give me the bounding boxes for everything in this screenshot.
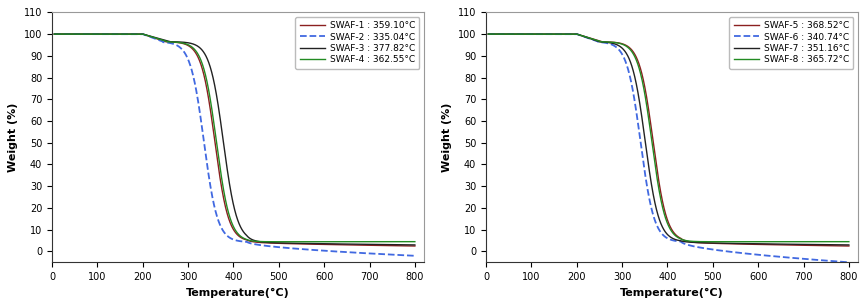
SWAF-6 : 340.74°C: (784, -4.76): 340.74°C: (784, -4.76)	[837, 260, 847, 264]
Line: SWAF-3 : 377.82°C: SWAF-3 : 377.82°C	[55, 34, 415, 245]
SWAF-2 : 335.04°C: (800, -2): 335.04°C: (800, -2)	[410, 254, 420, 258]
SWAF-4 : 362.55°C: (310, 93.8): 362.55°C: (310, 93.8)	[187, 46, 198, 49]
SWAF-1 : 359.10°C: (699, 2.84): 359.10°C: (699, 2.84)	[364, 244, 374, 247]
SWAF-7 : 351.16°C: (699, 3.24): 351.16°C: (699, 3.24)	[798, 243, 808, 246]
Legend: SWAF-1 : 359.10°C, SWAF-2 : 335.04°C, SWAF-3 : 377.82°C, SWAF-4 : 362.55°C: SWAF-1 : 359.10°C, SWAF-2 : 335.04°C, SW…	[295, 17, 419, 69]
SWAF-1 : 359.10°C: (95.7, 100): 359.10°C: (95.7, 100)	[90, 32, 101, 36]
SWAF-8 : 365.72°C: (5, 100): 365.72°C: (5, 100)	[483, 32, 494, 36]
SWAF-8 : 365.72°C: (518, 4.47): 365.72°C: (518, 4.47)	[716, 240, 727, 244]
SWAF-4 : 362.55°C: (785, 4.5): 362.55°C: (785, 4.5)	[403, 240, 413, 244]
SWAF-2 : 335.04°C: (310, 82): 335.04°C: (310, 82)	[187, 71, 198, 75]
SWAF-2 : 335.04°C: (143, 100): 335.04°C: (143, 100)	[112, 32, 122, 36]
Line: SWAF-2 : 335.04°C: SWAF-2 : 335.04°C	[55, 34, 415, 256]
Line: SWAF-7 : 351.16°C: SWAF-7 : 351.16°C	[489, 34, 849, 245]
SWAF-3 : 377.82°C: (699, 3.26): 377.82°C: (699, 3.26)	[364, 243, 374, 246]
Y-axis label: Weight (%): Weight (%)	[443, 103, 452, 172]
SWAF-6 : 340.74°C: (310, 86.1): 340.74°C: (310, 86.1)	[621, 62, 632, 66]
SWAF-3 : 377.82°C: (344, 87.6): 377.82°C: (344, 87.6)	[203, 59, 214, 63]
SWAF-6 : 340.74°C: (143, 100): 340.74°C: (143, 100)	[546, 32, 556, 36]
SWAF-4 : 362.55°C: (800, 4.5): 362.55°C: (800, 4.5)	[410, 240, 420, 244]
SWAF-8 : 365.72°C: (699, 4.49): 365.72°C: (699, 4.49)	[798, 240, 808, 244]
SWAF-5 : 368.52°C: (310, 94.7): 368.52°C: (310, 94.7)	[621, 44, 632, 47]
Y-axis label: Weight (%): Weight (%)	[9, 103, 18, 172]
SWAF-4 : 362.55°C: (510, 4.46): 362.55°C: (510, 4.46)	[278, 240, 288, 244]
SWAF-4 : 362.55°C: (143, 100): 362.55°C: (143, 100)	[112, 32, 122, 36]
SWAF-4 : 362.55°C: (699, 4.49): 362.55°C: (699, 4.49)	[364, 240, 374, 244]
SWAF-3 : 377.82°C: (310, 95.5): 377.82°C: (310, 95.5)	[187, 42, 198, 46]
SWAF-5 : 368.52°C: (344, 81.2): 368.52°C: (344, 81.2)	[637, 73, 648, 77]
SWAF-8 : 365.72°C: (785, 4.5): 365.72°C: (785, 4.5)	[837, 240, 847, 244]
SWAF-5 : 368.52°C: (5, 100): 368.52°C: (5, 100)	[483, 32, 494, 36]
Line: SWAF-4 : 362.55°C: SWAF-4 : 362.55°C	[55, 34, 415, 242]
SWAF-7 : 351.16°C: (310, 91): 351.16°C: (310, 91)	[621, 52, 632, 55]
SWAF-1 : 359.10°C: (344, 71.5): 359.10°C: (344, 71.5)	[203, 94, 214, 98]
SWAF-1 : 359.10°C: (5, 100): 359.10°C: (5, 100)	[49, 32, 60, 36]
SWAF-6 : 340.74°C: (5, 100): 340.74°C: (5, 100)	[483, 32, 494, 36]
Line: SWAF-6 : 340.74°C: SWAF-6 : 340.74°C	[489, 34, 849, 262]
SWAF-7 : 351.16°C: (143, 100): 351.16°C: (143, 100)	[546, 32, 556, 36]
SWAF-3 : 377.82°C: (143, 100): 377.82°C: (143, 100)	[112, 32, 122, 36]
SWAF-6 : 340.74°C: (344, 44.9): 340.74°C: (344, 44.9)	[637, 152, 648, 155]
Line: SWAF-5 : 368.52°C: SWAF-5 : 368.52°C	[489, 34, 849, 246]
SWAF-4 : 362.55°C: (95.7, 100): 362.55°C: (95.7, 100)	[90, 32, 101, 36]
SWAF-5 : 368.52°C: (784, 2.55): 368.52°C: (784, 2.55)	[837, 244, 847, 248]
SWAF-2 : 335.04°C: (95.7, 100): 335.04°C: (95.7, 100)	[90, 32, 101, 36]
SWAF-2 : 335.04°C: (784, -1.84): 335.04°C: (784, -1.84)	[403, 254, 413, 257]
SWAF-6 : 340.74°C: (95.7, 100): 340.74°C: (95.7, 100)	[524, 32, 535, 36]
SWAF-3 : 377.82°C: (784, 3.04): 377.82°C: (784, 3.04)	[403, 243, 413, 247]
SWAF-5 : 368.52°C: (800, 2.5): 368.52°C: (800, 2.5)	[844, 244, 854, 248]
SWAF-7 : 351.16°C: (800, 3): 351.16°C: (800, 3)	[844, 243, 854, 247]
SWAF-2 : 335.04°C: (344, 36.6): 335.04°C: (344, 36.6)	[203, 170, 214, 174]
SWAF-1 : 359.10°C: (784, 2.55): 359.10°C: (784, 2.55)	[403, 244, 413, 248]
SWAF-6 : 340.74°C: (699, -3.37): 340.74°C: (699, -3.37)	[798, 257, 808, 261]
SWAF-4 : 362.55°C: (5, 100): 362.55°C: (5, 100)	[49, 32, 60, 36]
X-axis label: Temperature(°C): Temperature(°C)	[620, 288, 724, 298]
SWAF-1 : 359.10°C: (143, 100): 359.10°C: (143, 100)	[112, 32, 122, 36]
SWAF-8 : 365.72°C: (95.7, 100): 365.72°C: (95.7, 100)	[524, 32, 535, 36]
SWAF-3 : 377.82°C: (800, 3): 377.82°C: (800, 3)	[410, 243, 420, 247]
SWAF-2 : 335.04°C: (5, 100): 335.04°C: (5, 100)	[49, 32, 60, 36]
SWAF-1 : 359.10°C: (310, 93.2): 359.10°C: (310, 93.2)	[187, 47, 198, 51]
SWAF-3 : 377.82°C: (5, 100): 377.82°C: (5, 100)	[49, 32, 60, 36]
SWAF-8 : 365.72°C: (800, 4.5): 365.72°C: (800, 4.5)	[844, 240, 854, 244]
SWAF-3 : 377.82°C: (95.7, 100): 377.82°C: (95.7, 100)	[90, 32, 101, 36]
SWAF-5 : 368.52°C: (699, 2.84): 368.52°C: (699, 2.84)	[798, 244, 808, 247]
SWAF-7 : 351.16°C: (344, 60.8): 351.16°C: (344, 60.8)	[637, 118, 648, 121]
SWAF-1 : 359.10°C: (800, 2.5): 359.10°C: (800, 2.5)	[410, 244, 420, 248]
SWAF-2 : 335.04°C: (699, -0.905): 335.04°C: (699, -0.905)	[364, 252, 374, 255]
Line: SWAF-1 : 359.10°C: SWAF-1 : 359.10°C	[55, 34, 415, 246]
SWAF-7 : 351.16°C: (784, 3.04): 351.16°C: (784, 3.04)	[837, 243, 847, 247]
SWAF-5 : 368.52°C: (95.7, 100): 368.52°C: (95.7, 100)	[524, 32, 535, 36]
Legend: SWAF-5 : 368.52°C, SWAF-6 : 340.74°C, SWAF-7 : 351.16°C, SWAF-8 : 365.72°C: SWAF-5 : 368.52°C, SWAF-6 : 340.74°C, SW…	[729, 17, 853, 69]
Line: SWAF-8 : 365.72°C: SWAF-8 : 365.72°C	[489, 34, 849, 242]
SWAF-7 : 351.16°C: (5, 100): 351.16°C: (5, 100)	[483, 32, 494, 36]
SWAF-8 : 365.72°C: (344, 78.7): 365.72°C: (344, 78.7)	[637, 79, 648, 82]
SWAF-7 : 351.16°C: (95.7, 100): 351.16°C: (95.7, 100)	[524, 32, 535, 36]
SWAF-5 : 368.52°C: (143, 100): 368.52°C: (143, 100)	[546, 32, 556, 36]
SWAF-6 : 340.74°C: (800, -5): 340.74°C: (800, -5)	[844, 260, 854, 264]
X-axis label: Temperature(°C): Temperature(°C)	[186, 288, 290, 298]
SWAF-8 : 365.72°C: (310, 94.3): 365.72°C: (310, 94.3)	[621, 45, 632, 48]
SWAF-4 : 362.55°C: (344, 75.4): 362.55°C: (344, 75.4)	[203, 86, 214, 89]
SWAF-8 : 365.72°C: (143, 100): 365.72°C: (143, 100)	[546, 32, 556, 36]
